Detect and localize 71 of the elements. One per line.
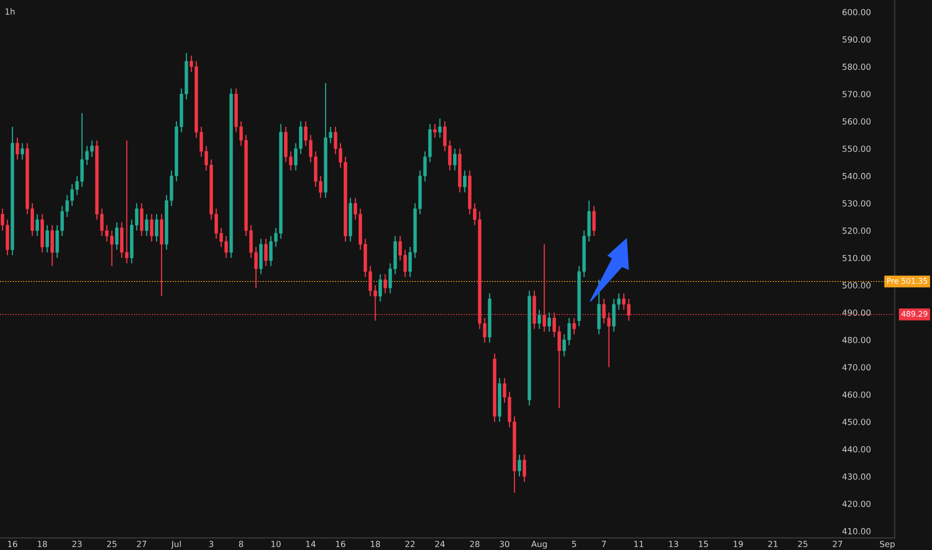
candlestick xyxy=(538,309,542,330)
candlestick xyxy=(548,312,551,332)
candlestick xyxy=(140,202,144,237)
x-tick-label: 18 xyxy=(370,540,380,548)
candlestick xyxy=(36,214,39,237)
x-tick-label: 14 xyxy=(306,540,316,548)
candlestick xyxy=(384,274,387,294)
candlestick xyxy=(20,142,24,160)
x-tick-label: 16 xyxy=(8,540,18,548)
x-tick-label: 25 xyxy=(798,540,808,548)
candlestick xyxy=(264,238,268,267)
x-tick-label: 21 xyxy=(768,540,778,548)
y-tick-label: 540.00 xyxy=(842,172,871,180)
y-tick-label: 530.00 xyxy=(842,200,871,207)
candlestick xyxy=(438,118,442,138)
x-tick-label: 5 xyxy=(572,540,576,548)
x-tick-label: 10 xyxy=(271,540,281,548)
x-tick-label: 7 xyxy=(602,540,606,548)
x-tick-label: 19 xyxy=(734,540,743,548)
x-tick-label: 18 xyxy=(38,540,47,548)
y-tick-label: 500.00 xyxy=(842,282,871,288)
x-tick-label: 27 xyxy=(136,540,146,548)
x-tick-label: 25 xyxy=(107,540,116,548)
candlestick xyxy=(433,123,437,138)
x-tick-label: 3 xyxy=(209,540,214,548)
candlestick xyxy=(154,214,158,242)
x-tick-label: 24 xyxy=(435,540,445,548)
candlestick xyxy=(592,205,596,237)
y-tick-label: 410.00 xyxy=(842,528,871,534)
y-tick-label: 510.00 xyxy=(842,254,871,262)
y-tick-label: 430.00 xyxy=(842,473,871,480)
candlestick xyxy=(518,454,522,477)
x-tick-label: 28 xyxy=(470,540,480,548)
candlestick xyxy=(46,224,49,253)
x-tick-label: 13 xyxy=(669,540,678,548)
x-tick-label: Sep xyxy=(880,540,895,549)
y-tick-label: 450.00 xyxy=(842,418,871,426)
candlestick xyxy=(144,214,148,237)
candlestick xyxy=(453,148,457,172)
y-tick-label: 570.00 xyxy=(842,90,871,98)
y-tick-label: 440.00 xyxy=(842,446,871,452)
y-tick-label: 490.00 xyxy=(842,310,871,316)
x-tick-label: 8 xyxy=(238,540,244,548)
candlestick xyxy=(16,137,20,160)
y-tick-label: 600.00 xyxy=(842,9,871,16)
x-tick-label: 16 xyxy=(336,540,346,548)
y-tick-label: 460.00 xyxy=(842,391,871,398)
y-tick-label: 480.00 xyxy=(842,336,871,344)
x-tick-label: 22 xyxy=(405,540,415,548)
y-tick-label: 420.00 xyxy=(842,500,871,508)
x-tick-label: 27 xyxy=(832,540,842,548)
x-tick-label: 15 xyxy=(698,540,708,548)
text: 1h xyxy=(6,8,15,15)
x-tick-label: Jul xyxy=(171,540,181,549)
y-tick-label: 580.00 xyxy=(842,64,871,70)
x-tick-label: 11 xyxy=(634,540,644,548)
candlestick xyxy=(378,274,382,302)
y-tick-label: 590.00 xyxy=(842,36,871,43)
y-tick-label: 470.00 xyxy=(842,364,871,370)
candlestick xyxy=(463,170,466,193)
x-tick-label: 23 xyxy=(72,540,82,548)
candlestick xyxy=(572,317,576,335)
candlestick xyxy=(50,224,54,267)
candlestick xyxy=(150,214,154,242)
candlestick xyxy=(522,454,526,482)
x-tick-label: Aug xyxy=(531,540,547,549)
x-tick-label: 30 xyxy=(500,540,510,548)
y-tick-label: 520.00 xyxy=(842,228,871,234)
y-tick-label: 550.00 xyxy=(842,146,871,152)
candlestick xyxy=(115,222,119,250)
y-tick-label: 560.00 xyxy=(842,118,871,125)
